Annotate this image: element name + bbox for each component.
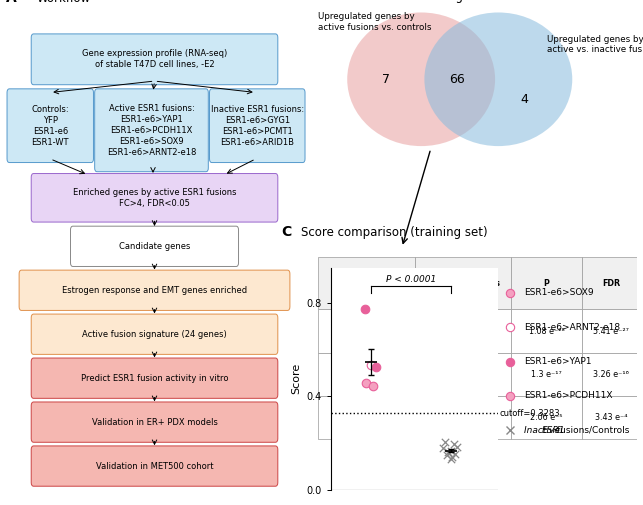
Text: cutoff=0.3283: cutoff=0.3283 <box>500 409 561 418</box>
Text: Candidate genes: Candidate genes <box>119 242 190 251</box>
Point <box>360 305 370 313</box>
Text: Validation in ER+ PDX models: Validation in ER+ PDX models <box>91 418 217 427</box>
Text: EMT: EMT <box>358 413 375 422</box>
Text: 66: 66 <box>449 73 464 86</box>
Text: Predict ESR1 fusion activity in vitro: Predict ESR1 fusion activity in vitro <box>81 374 228 383</box>
Text: Estrogen
response late: Estrogen response late <box>340 365 394 384</box>
Bar <box>511 310 582 352</box>
Text: C: C <box>281 225 291 239</box>
FancyBboxPatch shape <box>32 446 278 486</box>
Text: ESR1-e6>PCDH11X: ESR1-e6>PCDH11X <box>524 391 612 400</box>
Point <box>443 448 453 456</box>
Bar <box>511 396 582 439</box>
Text: Validation in MET500 cohort: Validation in MET500 cohort <box>96 462 213 471</box>
Point <box>452 443 462 451</box>
Bar <box>318 352 415 396</box>
FancyBboxPatch shape <box>71 226 239 267</box>
Bar <box>318 258 415 310</box>
Text: ESR1-e6>ARNT2-e18: ESR1-e6>ARNT2-e18 <box>524 323 620 332</box>
FancyBboxPatch shape <box>32 358 278 398</box>
Point <box>370 363 381 371</box>
Text: Active fusion signature (24 genes): Active fusion signature (24 genes) <box>82 330 227 339</box>
Y-axis label: Score: Score <box>291 363 302 394</box>
Text: 13: 13 <box>458 370 468 379</box>
Text: P: P <box>543 279 550 288</box>
Point <box>447 453 457 461</box>
FancyBboxPatch shape <box>32 174 278 222</box>
Text: Upregulated genes by
active vs. inactive fusions: Upregulated genes by active vs. inactive… <box>547 35 643 54</box>
FancyBboxPatch shape <box>210 89 305 163</box>
Text: 3.43 e⁻⁴: 3.43 e⁻⁴ <box>595 413 627 422</box>
Text: B: B <box>312 0 323 3</box>
Bar <box>415 310 511 352</box>
Text: Score comparison (training set): Score comparison (training set) <box>301 226 487 239</box>
Ellipse shape <box>347 13 495 146</box>
Text: A: A <box>6 0 17 5</box>
Text: ESR1: ESR1 <box>542 426 566 435</box>
Text: 2.06 e⁻⁵: 2.06 e⁻⁵ <box>530 413 563 422</box>
Text: 7: 7 <box>382 73 390 86</box>
Text: P < 0.0001: P < 0.0001 <box>386 275 436 284</box>
FancyBboxPatch shape <box>32 34 278 85</box>
Point <box>450 450 460 458</box>
Point <box>446 446 457 454</box>
Bar <box>415 258 511 310</box>
Text: 4: 4 <box>520 92 528 106</box>
Text: Inactive: Inactive <box>524 426 563 435</box>
Text: ESR1-e6>YAP1: ESR1-e6>YAP1 <box>524 357 592 366</box>
Point <box>446 454 456 463</box>
Point <box>442 451 452 460</box>
Text: 1.3 e⁻¹⁷: 1.3 e⁻¹⁷ <box>531 370 562 379</box>
Text: Number of
candidate genes
in the hallmark: Number of candidate genes in the hallmar… <box>426 269 500 298</box>
Text: Gene expression profile (RNA-seq)
of stable T47D cell lines, -E2: Gene expression profile (RNA-seq) of sta… <box>82 49 227 69</box>
Text: Enriched genes by active ESR1 fusions
FC>4, FDR<0.05: Enriched genes by active ESR1 fusions FC… <box>73 188 236 208</box>
Bar <box>511 352 582 396</box>
Point <box>368 382 379 390</box>
Text: Estrogen response and EMT genes enriched: Estrogen response and EMT genes enriched <box>62 286 247 295</box>
Text: FDR: FDR <box>602 279 620 288</box>
FancyBboxPatch shape <box>32 314 278 355</box>
Text: Upregulated genes by
active fusions vs. controls: Upregulated genes by active fusions vs. … <box>318 13 432 32</box>
Bar <box>582 352 640 396</box>
Text: 19: 19 <box>458 327 468 335</box>
Bar <box>511 258 582 310</box>
Bar <box>415 352 511 396</box>
Bar <box>415 396 511 439</box>
Text: Estrogen
response early: Estrogen response early <box>337 321 396 341</box>
Point <box>366 361 376 369</box>
Point <box>440 438 450 446</box>
Text: 3.26 e⁻¹⁶: 3.26 e⁻¹⁶ <box>593 370 629 379</box>
Text: Inactive ESR1 fusions:
ESR1-e6>GYG1
ESR1-e6>PCMT1
ESR1-e6>ARID1B: Inactive ESR1 fusions: ESR1-e6>GYG1 ESR1… <box>211 105 304 147</box>
Bar <box>318 310 415 352</box>
Bar <box>582 258 640 310</box>
Text: ESR1-e6>SOX9: ESR1-e6>SOX9 <box>524 288 593 297</box>
Ellipse shape <box>424 13 572 146</box>
Point <box>449 440 459 448</box>
Bar <box>582 310 640 352</box>
Text: 1.08 e⁻²⁸: 1.08 e⁻²⁸ <box>529 327 565 335</box>
FancyBboxPatch shape <box>19 270 290 311</box>
Bar <box>318 396 415 439</box>
Text: 5.41 e⁻²⁷: 5.41 e⁻²⁷ <box>593 327 629 335</box>
FancyBboxPatch shape <box>32 402 278 442</box>
FancyBboxPatch shape <box>95 89 208 172</box>
Text: Active ESR1 fusions:
ESR1-e6>YAP1
ESR1-e6>PCDH11X
ESR1-e6>SOX9
ESR1-e6>ARNT2-e18: Active ESR1 fusions: ESR1-e6>YAP1 ESR1-e… <box>107 104 196 157</box>
Text: Enriched hallmark gene sets: Enriched hallmark gene sets <box>344 0 513 3</box>
FancyBboxPatch shape <box>7 89 93 163</box>
Bar <box>582 396 640 439</box>
Text: 5: 5 <box>460 413 466 422</box>
Point <box>361 379 371 387</box>
Text: Workflow: Workflow <box>37 0 91 5</box>
Text: Controls:
YFP
ESR1-e6
ESR1-WT: Controls: YFP ESR1-e6 ESR1-WT <box>32 105 69 147</box>
Text: Gene sets: Gene sets <box>344 279 389 288</box>
Text: fusions/Controls: fusions/Controls <box>554 426 629 435</box>
Point <box>439 444 449 452</box>
